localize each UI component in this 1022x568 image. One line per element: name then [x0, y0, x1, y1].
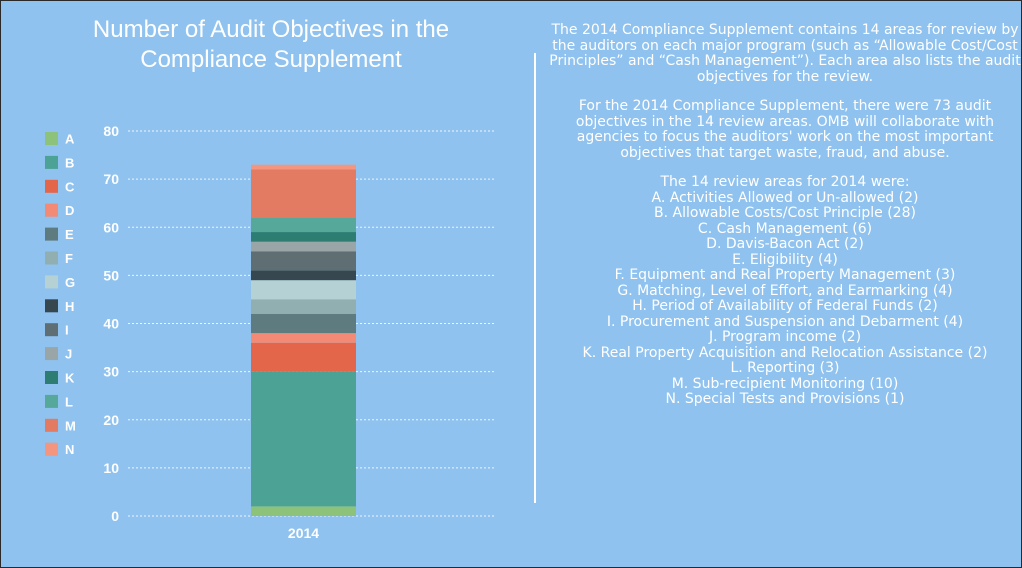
y-tick-label: 30 [103, 364, 119, 380]
legend-swatch-f [45, 251, 58, 265]
legend-swatch-h [45, 299, 58, 313]
legend-swatch-j [45, 347, 58, 361]
bar-segment-b [251, 371, 356, 507]
y-tick-label: 10 [103, 460, 119, 476]
legend-swatch-e [45, 227, 58, 241]
description-panel: The 2014 Compliance Supplement contains … [549, 22, 1021, 408]
x-axis-labels: 2014 [288, 525, 319, 541]
review-area-item: G. Matching, Level of Effort, and Earmar… [617, 282, 953, 299]
review-area-item: E. Eligibility (4) [732, 251, 838, 268]
legend-label: H [65, 299, 74, 314]
legend-swatch-d [45, 203, 58, 217]
legend-label: M [65, 418, 76, 433]
legend-swatch-c [45, 179, 58, 193]
bar-segment-l [251, 217, 356, 233]
y-axis-ticks: 0 10 20 30 40 50 60 70 80 [103, 123, 119, 524]
description-paragraph-2: For the 2014 Compliance Supplement, ther… [575, 98, 995, 161]
legend-swatch-i [45, 323, 58, 337]
bar-segment-j [251, 241, 356, 252]
bar-segment-h [251, 270, 356, 281]
review-area-item: D. Davis-Bacon Act (2) [706, 236, 864, 252]
legend-label: G [65, 275, 75, 290]
legend-label: D [65, 203, 74, 218]
bar-segment-k [251, 232, 356, 242]
bar-segment-d [251, 333, 356, 343]
y-tick-label: 70 [103, 171, 119, 187]
review-area-item: I. Procurement and Suspension and Debarm… [606, 313, 964, 330]
legend-label: E [65, 227, 74, 242]
legend-swatch-k [45, 371, 58, 384]
legend-label: N [65, 442, 74, 457]
y-tick-label: 20 [103, 412, 119, 428]
review-area-item: F. Equipment and Real Property Managemen… [614, 267, 956, 283]
legend-swatch-b [45, 155, 58, 169]
review-area-item: A. Activities Allowed or Un-allowed (2) [651, 189, 919, 206]
legend-swatch-g [45, 275, 58, 289]
legend-label: J [65, 347, 72, 362]
bar-segment-m [251, 169, 356, 218]
legend-swatch-n [45, 442, 58, 456]
review-area-item: N. Special Tests and Provisions (1) [665, 391, 905, 407]
legend-label: C [65, 179, 75, 194]
review-area-item: K. Real Property Acquisition and Relocat… [582, 344, 988, 361]
x-tick-label: 2014 [288, 525, 319, 541]
review-areas-heading: The 14 review areas for 2014 were: [660, 174, 910, 190]
legend-swatch-a [45, 132, 58, 145]
review-area-item: L. Reporting (3) [730, 360, 840, 376]
legend-swatch-m [45, 418, 58, 432]
y-tick-label: 60 [103, 219, 119, 235]
legend-label: L [65, 394, 73, 409]
bar-segment-e [251, 313, 356, 334]
review-area-item: B. Allowable Costs/Cost Principle (28) [654, 205, 916, 221]
y-tick-label: 0 [111, 508, 119, 524]
y-tick-label: 50 [103, 267, 119, 283]
bar-stack [251, 164, 356, 516]
legend-label: A [65, 132, 75, 147]
legend-label: K [65, 371, 75, 386]
bar-segment-a [251, 506, 356, 516]
bar-segment-i [251, 251, 356, 271]
bar-segment-f [251, 299, 356, 314]
legend-label: F [65, 251, 73, 266]
bar-segment-g [251, 280, 356, 300]
legend-swatch-l [45, 394, 58, 408]
divider-line [534, 53, 536, 503]
chart-title: Number of Audit Objectives in the Compli… [92, 16, 450, 73]
bar-segment-n [251, 164, 356, 170]
y-tick-label: 40 [103, 316, 119, 332]
description-paragraph-1: The 2014 Compliance Supplement contains … [549, 22, 1021, 85]
bar-segment-c [251, 342, 356, 372]
legend-label: B [65, 155, 74, 170]
y-tick-label: 80 [103, 123, 119, 139]
review-area-item: H. Period of Availability of Federal Fun… [632, 298, 938, 314]
review-area-item: M. Sub-recipient Monitoring (10) [671, 375, 899, 392]
review-areas-list: The 14 review areas for 2014 were: A. Ac… [549, 174, 1021, 408]
review-area-item: J. Program income (2) [708, 329, 862, 345]
legend-label: I [65, 323, 69, 338]
review-area-item: C. Cash Management (6) [697, 220, 873, 237]
